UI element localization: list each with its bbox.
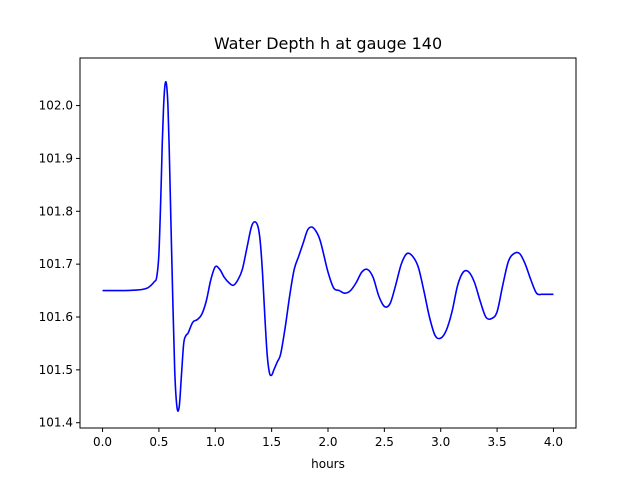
x-tick-label: 3.0 [431, 435, 450, 449]
series-line [102, 80, 554, 412]
x-tick-label: 3.5 [488, 435, 507, 449]
y-tick-label: 101.9 [39, 151, 73, 165]
y-tick-label: 102.0 [39, 99, 73, 113]
y-tick-label: 101.7 [39, 257, 73, 271]
x-tick-label: 1.5 [262, 435, 281, 449]
chart-title: Water Depth h at gauge 140 [214, 34, 442, 53]
y-tick-label: 101.6 [39, 310, 73, 324]
x-tick-label: 2.5 [375, 435, 394, 449]
x-tick-label: 0.5 [149, 435, 168, 449]
y-axis: 101.4 101.5 101.6 101.7 101.8 101.9 102.0 [39, 99, 80, 430]
x-tick-label: 0.0 [93, 435, 112, 449]
x-axis: 0.0 0.5 1.0 1.5 2.0 2.5 3.0 3.5 4.0 [93, 428, 563, 449]
x-tick-label: 1.0 [206, 435, 225, 449]
axes-frame [79, 57, 577, 429]
x-tick-label: 2.0 [318, 435, 337, 449]
x-axis-label: hours [311, 457, 345, 471]
y-tick-label: 101.5 [39, 363, 73, 377]
plot-area [102, 80, 554, 412]
y-tick-label: 101.4 [39, 416, 73, 430]
x-tick-label: 4.0 [544, 435, 563, 449]
y-tick-label: 101.8 [39, 204, 73, 218]
